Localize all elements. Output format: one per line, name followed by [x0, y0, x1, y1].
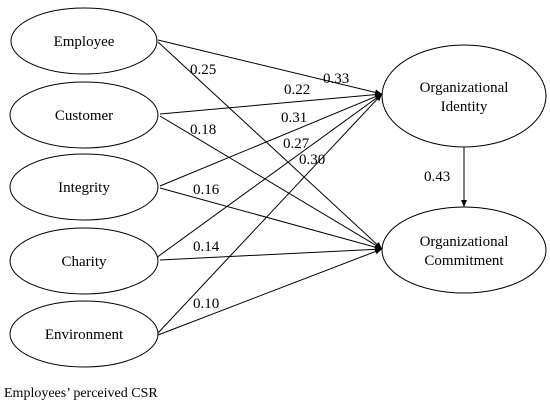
- path-customer-to-commitment: [159, 115, 383, 250]
- coef-identity-to-commitment: 0.43: [424, 169, 450, 185]
- coef-charity-to-identity: 0.27: [283, 136, 310, 152]
- path-integrity-to-commitment: [159, 187, 383, 251]
- node-integrity-label: Integrity: [58, 180, 110, 196]
- node-integrity: Integrity: [9, 153, 159, 221]
- coef-employee-to-identity: 0.33: [323, 71, 349, 87]
- path-charity-to-identity: [155, 93, 383, 259]
- coef-employee-to-commitment: 0.25: [190, 62, 216, 78]
- node-org-identity-label-line2: Identity: [441, 99, 488, 115]
- node-customer: Customer: [9, 81, 159, 149]
- node-employee-label: Employee: [54, 34, 115, 50]
- coef-charity-to-commitment: 0.14: [193, 239, 220, 255]
- diagram-caption: Employees’ perceived CSR: [4, 386, 158, 401]
- node-charity-label: Charity: [62, 254, 107, 270]
- path-employee-to-commitment: [157, 41, 383, 250]
- coef-environment-to-identity: 0.30: [299, 152, 325, 168]
- path-integrity-to-identity: [159, 93, 383, 187]
- coef-environment-to-commitment: 0.10: [193, 296, 219, 312]
- path-environment-to-commitment: [157, 248, 383, 336]
- node-org-identity-label-line1: Organizational: [420, 80, 509, 96]
- path-customer-to-identity: [159, 91, 383, 115]
- coef-integrity-to-identity: 0.31: [281, 110, 307, 126]
- path-environment-to-identity: [157, 93, 383, 334]
- node-environment: Environment: [9, 300, 159, 368]
- path-charity-to-commitment: [159, 246, 383, 261]
- path-employee-to-identity: [157, 39, 383, 96]
- node-organizational-identity: Organizational Identity: [381, 44, 547, 148]
- node-org-commitment-label-line1: Organizational: [420, 234, 509, 250]
- coef-customer-to-commitment: 0.18: [190, 122, 216, 138]
- node-org-commitment-label-line2: Commitment: [424, 253, 504, 269]
- node-customer-label: Customer: [55, 108, 113, 124]
- coef-integrity-to-commitment: 0.16: [193, 182, 220, 198]
- node-employee: Employee: [10, 7, 158, 75]
- node-organizational-commitment: Organizational Commitment: [381, 206, 547, 294]
- node-charity: Charity: [9, 227, 159, 295]
- coef-customer-to-identity: 0.22: [284, 82, 310, 98]
- node-environment-label: Environment: [45, 327, 124, 343]
